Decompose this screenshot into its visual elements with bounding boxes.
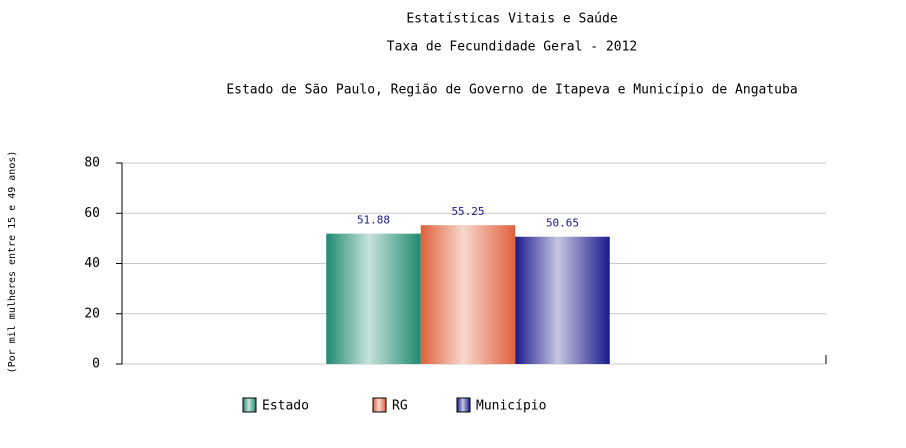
chart-annotation: Estado de São Paulo, Região de Governo d… [226,83,797,98]
legend-label: Município [476,399,546,414]
value-label: 51.88 [357,214,390,227]
y-tick-label: 60 [84,206,100,221]
legend-swatch [242,397,257,413]
y-tick-label: 0 [92,357,100,372]
y-tick-label: 20 [84,306,100,321]
legend-label: Estado [262,399,309,414]
chart-title: Estatísticas Vitais e Saúde [406,12,617,27]
legend-label: RG [392,399,408,414]
bar [326,233,421,364]
value-label: 55.25 [451,205,484,218]
legend-swatch [372,397,387,413]
value-label: 50.65 [546,217,579,230]
legend-swatch [456,397,471,413]
bar [420,225,516,364]
chart-subtitle: Taxa de Fecundidade Geral - 2012 [387,40,637,55]
bar [515,236,610,364]
y-axis-label: (Por mil mulheres entre 15 e 49 anos) [7,151,18,374]
y-tick-label: 80 [84,156,100,171]
y-tick-label: 40 [84,256,100,271]
